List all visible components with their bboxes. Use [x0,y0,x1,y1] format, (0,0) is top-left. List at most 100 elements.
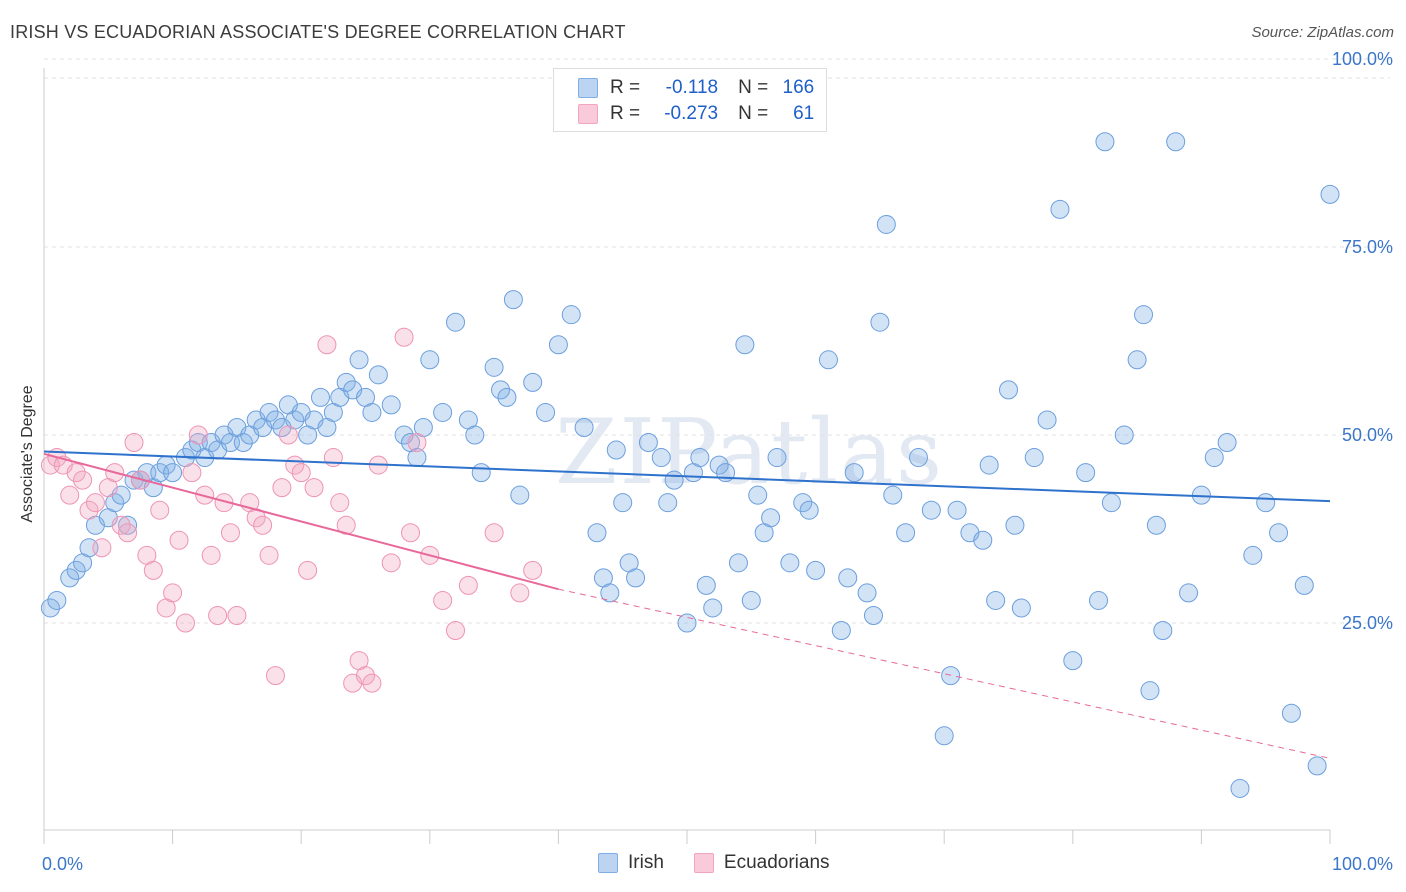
ecuadorians-point [201,545,221,565]
irish-point [870,312,890,332]
irish-point [1204,448,1224,468]
ecuadorians-point [253,515,273,535]
irish-point [66,560,86,580]
ecuadorians-point [304,478,324,498]
irish-point [844,463,864,483]
irish-point [1230,778,1250,798]
irish-point [748,485,768,505]
irish-point [60,568,80,588]
irish-point [606,440,626,460]
irish-point [1294,575,1314,595]
ecuadorians-point [394,327,414,347]
irish-point [651,448,671,468]
irish-point [818,350,838,370]
irish-point [349,350,369,370]
watermark: ZIPatlas [555,400,945,505]
irish-point [163,463,183,483]
ecuadorians-point [381,553,401,573]
ecuadorians-legend-icon [693,853,714,873]
ecuadorians-point [150,500,170,520]
ecuadorians-point [220,523,240,543]
ecuadorians-point [208,605,228,625]
irish-r-value: -0.118 [665,77,719,98]
irish-point [536,402,556,422]
irish-point [1320,184,1340,204]
ecuadorians-point [66,463,86,483]
irish-point [1076,463,1096,483]
irish-point [587,523,607,543]
ecuadorians-r-value: -0.273 [664,103,719,124]
irish-trend-line [43,450,1331,503]
chart-title: IRISH VS ECUADORIAN ASSOCIATE'S DEGREE C… [10,22,626,42]
ecuadorians-point [272,478,292,498]
irish-point [497,387,517,407]
ecuadorians-n-value: 61 [793,103,815,124]
ecuadorians-point [407,433,427,453]
x-tick-label-left: 0.0% [42,854,83,874]
ecuadorians-point [227,605,247,625]
irish-point [265,410,285,430]
irish-point [548,335,568,355]
irish-point [362,402,382,422]
ecuadorians-point [182,463,202,483]
irish-point [484,357,504,377]
series-legend: Irish Ecuadorians [598,852,830,874]
irish-point [1307,756,1327,776]
irish-point [259,402,279,422]
irish-point [1243,545,1263,565]
source-credit: Source: ZipAtlas.com [1251,24,1394,41]
irish-point [1134,305,1154,325]
irish-point [799,500,819,520]
ecuadorians-point [446,621,466,641]
irish-point [626,568,646,588]
irish-point [1256,493,1276,513]
irish-point [1089,590,1109,610]
ecuadorians-point [169,530,189,550]
irish-point [368,365,388,385]
irish-point [863,605,883,625]
irish-point [780,553,800,573]
irish-point [831,621,851,641]
ecuadorians-point [291,463,311,483]
ecuadorians-point [124,433,144,453]
ecuadorians-swatch-icon [578,104,598,124]
ecuadorians-point [330,493,350,513]
irish-point [1024,448,1044,468]
irish-point [690,448,710,468]
irish-point [118,515,138,535]
legend-row-irish: R = -0.118 N = 166 [578,77,814,99]
ecuadorians-point [362,673,382,693]
ecuadorians-point [175,613,195,633]
irish-point [761,508,781,528]
ecuadorians-point [259,545,279,565]
irish-r-label: R = [610,77,641,98]
irish-point [883,485,903,505]
ecuadorians-point [163,583,183,603]
y-axis-label: Associate's Degree [19,385,36,523]
ecuadorians-point [317,335,337,355]
irish-n-value: 166 [782,77,815,98]
irish-point [947,500,967,520]
ecuadorians-point [188,425,208,445]
irish-point [310,387,330,407]
ecuadorians-point [484,523,504,543]
irish-point [1005,515,1025,535]
irish-point [491,380,511,400]
irish-point [1281,703,1301,723]
irish-point [1217,433,1237,453]
irish-point [793,493,813,513]
irish-point [1269,523,1289,543]
irish-point [600,583,620,603]
irish-point [336,372,356,392]
irish-point [896,523,916,543]
irish-point [465,425,485,445]
irish-point [1050,199,1070,219]
irish-point [1179,583,1199,603]
irish-point [921,500,941,520]
irish-point [510,485,530,505]
y-tick-label: 75.0% [1342,237,1393,257]
irish-point [1063,651,1083,671]
ecuadorians-r-label: R = [610,103,641,124]
irish-point [381,395,401,415]
y-tick-label: 50.0% [1342,425,1393,445]
